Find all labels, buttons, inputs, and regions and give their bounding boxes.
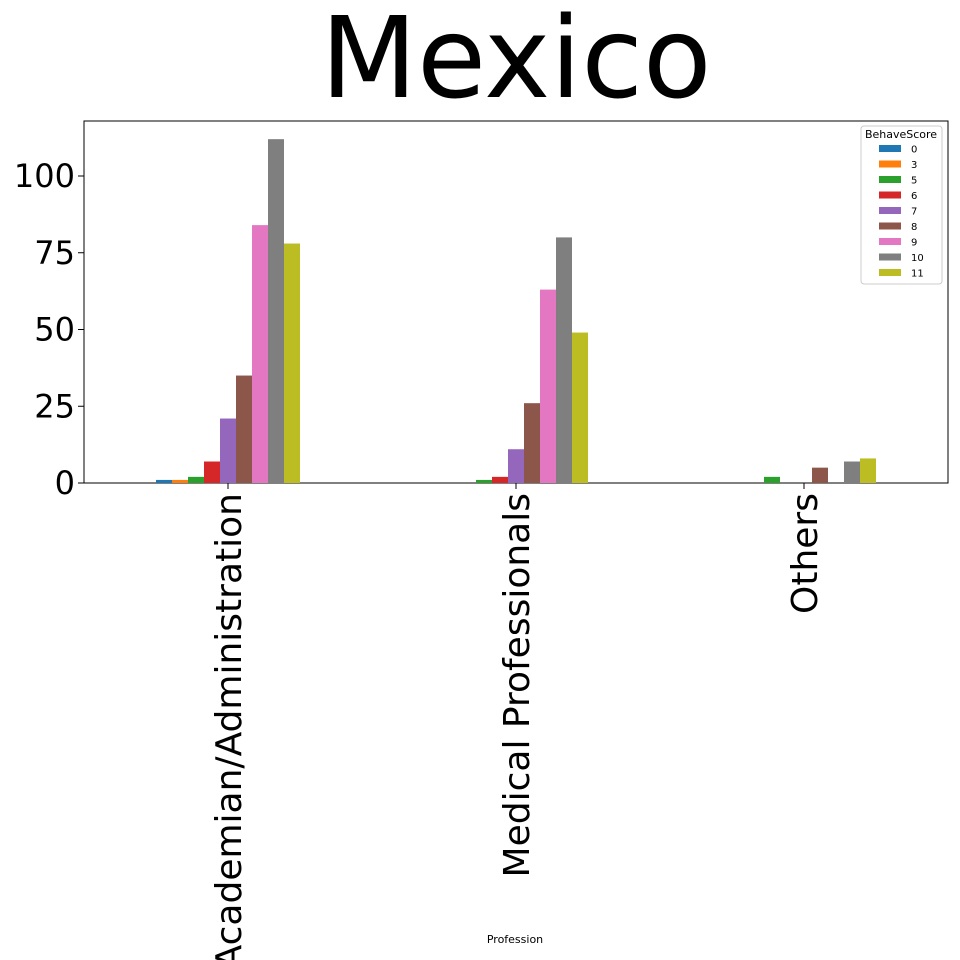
bars-group bbox=[156, 139, 876, 483]
bar-academian-administration-score-3 bbox=[172, 479, 188, 483]
legend-box bbox=[860, 125, 943, 285]
bar-academian-administration-score-9 bbox=[252, 225, 268, 483]
bar-medical-professionals-score-7 bbox=[508, 449, 524, 483]
x-axis-label: Profession bbox=[487, 933, 543, 946]
bar-academian-administration-score-6 bbox=[204, 461, 220, 483]
bar-others-score-5 bbox=[764, 476, 780, 483]
legend-label-6: 6 bbox=[911, 191, 917, 202]
legend-label-8: 8 bbox=[911, 222, 917, 233]
legend-label-9: 9 bbox=[911, 238, 917, 249]
legend-swatch-10 bbox=[879, 253, 901, 261]
y-tick-label: 50 bbox=[34, 311, 75, 349]
legend-title: BehaveScore bbox=[865, 128, 937, 141]
legend-swatch-9 bbox=[879, 238, 901, 245]
y-tick-label: 75 bbox=[34, 234, 75, 272]
x-tick-label: Medical Professionals bbox=[497, 493, 538, 877]
x-tick-label: Academian/Administration bbox=[209, 493, 250, 960]
bar-academian-administration-score-11 bbox=[284, 243, 300, 483]
legend-label-0: 0 bbox=[911, 145, 917, 156]
legend: BehaveScore 0 3 5 6 7 8 9 10 11 bbox=[860, 125, 943, 285]
x-tick-label: Others bbox=[785, 493, 826, 614]
y-tick-label: 0 bbox=[55, 464, 75, 502]
y-tick-label: 100 bbox=[14, 157, 75, 195]
x-axis: Academian/Administration Medical Professi… bbox=[209, 483, 826, 960]
legend-swatch-0 bbox=[879, 145, 901, 152]
legend-swatch-6 bbox=[879, 191, 901, 199]
bar-academian-administration-score-10 bbox=[268, 139, 284, 483]
legend-swatch-3 bbox=[879, 160, 901, 168]
bar-others-score-8 bbox=[812, 467, 828, 483]
legend-swatch-8 bbox=[879, 222, 901, 230]
bar-academian-administration-score-8 bbox=[236, 375, 252, 483]
bar-academian-administration-score-7 bbox=[220, 418, 236, 483]
legend-label-11: 11 bbox=[911, 269, 924, 280]
legend-label-5: 5 bbox=[911, 176, 917, 187]
bar-academian-administration-score-5 bbox=[188, 476, 204, 483]
legend-label-10: 10 bbox=[911, 253, 924, 264]
plot-area-frame bbox=[83, 120, 949, 484]
bar-others-score-10 bbox=[844, 461, 860, 483]
legend-swatch-11 bbox=[879, 269, 901, 276]
bar-academian-administration-score-0 bbox=[156, 479, 172, 483]
bar-medical-professionals-score-5 bbox=[476, 479, 492, 483]
chart-title: Mexico bbox=[320, 0, 711, 124]
bar-medical-professionals-score-10 bbox=[556, 237, 572, 483]
bar-others-score-11 bbox=[860, 458, 876, 483]
legend-swatch-5 bbox=[879, 176, 901, 183]
y-tick-label: 25 bbox=[34, 387, 75, 425]
bar-medical-professionals-score-11 bbox=[572, 332, 588, 483]
bar-medical-professionals-score-8 bbox=[524, 403, 540, 483]
bar-medical-professionals-score-6 bbox=[492, 476, 508, 483]
legend-label-3: 3 bbox=[911, 160, 917, 171]
legend-label-7: 7 bbox=[911, 207, 917, 218]
bar-medical-professionals-score-9 bbox=[540, 289, 556, 483]
y-axis: 0 25 50 75 100 bbox=[14, 157, 84, 502]
legend-swatch-7 bbox=[879, 207, 901, 214]
